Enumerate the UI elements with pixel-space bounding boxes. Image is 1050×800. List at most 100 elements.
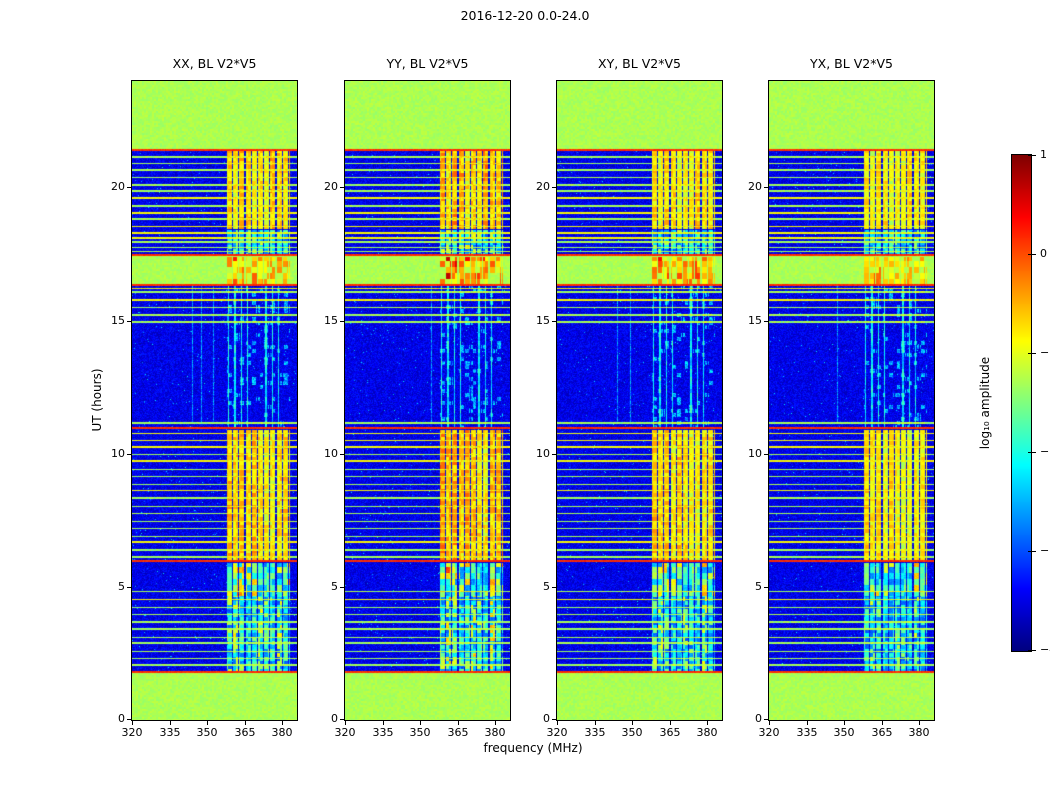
x-tick-label: 365 — [234, 726, 256, 739]
heatmap-yy — [345, 81, 510, 720]
y-tick-label: 10 — [748, 447, 762, 460]
x-tick-label: 350 — [196, 726, 218, 739]
colorbar-label: log₁₀ amplitude — [978, 356, 992, 450]
x-tick-label: 365 — [659, 726, 681, 739]
y-tick-label: 20 — [748, 180, 762, 193]
colorbar-tick — [1028, 353, 1036, 354]
x-tick — [557, 721, 558, 725]
y-tick — [764, 454, 768, 455]
y-tick-label: 5 — [755, 580, 762, 593]
x-tick — [919, 721, 920, 725]
y-tick-label: 0 — [331, 712, 338, 725]
x-tick — [170, 721, 171, 725]
x-tick — [345, 721, 346, 725]
y-tick-label: 20 — [536, 180, 550, 193]
panel-title-yy: YY, BL V2*V5 — [386, 56, 469, 71]
y-tick — [764, 719, 768, 720]
panel-title-yx: YX, BL V2*V5 — [810, 56, 893, 71]
y-tick-label: 15 — [536, 314, 550, 327]
colorbar-tick — [1028, 551, 1036, 552]
colorbar-gradient — [1012, 155, 1031, 651]
x-tick-label: 380 — [908, 726, 930, 739]
y-tick — [127, 454, 131, 455]
heatmap-xx — [132, 81, 297, 720]
y-tick-label: 0 — [543, 712, 550, 725]
y-tick-label: 10 — [111, 447, 125, 460]
y-tick — [764, 321, 768, 322]
x-tick-label: 320 — [758, 726, 780, 739]
x-tick — [670, 721, 671, 725]
x-tick — [495, 721, 496, 725]
colorbar-tick-label: 0 — [1040, 247, 1047, 260]
panel-xx — [131, 80, 298, 721]
panel-title-xx: XX, BL V2*V5 — [172, 56, 257, 71]
colorbar-tick-label: −1 — [1040, 346, 1050, 359]
x-tick-label: 350 — [833, 726, 855, 739]
x-axis-label: frequency (MHz) — [483, 741, 583, 755]
x-tick-label: 365 — [871, 726, 893, 739]
x-tick-label: 320 — [334, 726, 356, 739]
x-tick — [595, 721, 596, 725]
y-tick-label: 5 — [543, 580, 550, 593]
y-tick-label: 20 — [111, 180, 125, 193]
colorbar-tick-label: 1 — [1040, 148, 1047, 161]
x-tick — [707, 721, 708, 725]
y-tick — [340, 321, 344, 322]
heatmap-xy — [557, 81, 722, 720]
y-tick — [340, 587, 344, 588]
y-tick — [764, 187, 768, 188]
x-tick-label: 380 — [484, 726, 506, 739]
y-tick — [552, 187, 556, 188]
panel-yy — [344, 80, 511, 721]
y-tick — [552, 454, 556, 455]
x-tick-label: 350 — [409, 726, 431, 739]
figure-title: 2016-12-20 0.0-24.0 — [460, 8, 590, 23]
x-tick — [282, 721, 283, 725]
y-tick — [340, 454, 344, 455]
colorbar-tick — [1028, 254, 1036, 255]
x-tick — [844, 721, 845, 725]
x-tick-label: 320 — [546, 726, 568, 739]
y-tick — [127, 719, 131, 720]
x-tick-label: 350 — [621, 726, 643, 739]
x-tick-label: 380 — [271, 726, 293, 739]
y-tick-label: 5 — [118, 580, 125, 593]
x-tick — [632, 721, 633, 725]
panel-title-xy: XY, BL V2*V5 — [598, 56, 681, 71]
colorbar-tick-label: −4 — [1040, 643, 1050, 656]
x-tick — [383, 721, 384, 725]
y-tick-label: 15 — [324, 314, 338, 327]
x-tick — [245, 721, 246, 725]
colorbar-tick-label: −3 — [1040, 544, 1050, 557]
x-tick — [132, 721, 133, 725]
y-tick-label: 15 — [111, 314, 125, 327]
x-tick-label: 380 — [696, 726, 718, 739]
y-tick — [340, 719, 344, 720]
colorbar-tick — [1028, 650, 1036, 651]
y-tick-label: 5 — [331, 580, 338, 593]
y-axis-label: UT (hours) — [90, 368, 104, 432]
y-tick — [340, 187, 344, 188]
x-tick-label: 335 — [159, 726, 181, 739]
y-tick — [552, 719, 556, 720]
x-tick — [458, 721, 459, 725]
y-tick-label: 10 — [324, 447, 338, 460]
x-tick — [882, 721, 883, 725]
x-tick — [807, 721, 808, 725]
y-tick — [552, 587, 556, 588]
colorbar-tick-label: −2 — [1040, 445, 1050, 458]
colorbar-tick — [1028, 452, 1036, 453]
y-tick-label: 0 — [755, 712, 762, 725]
x-tick — [207, 721, 208, 725]
y-tick — [764, 587, 768, 588]
y-tick-label: 15 — [748, 314, 762, 327]
y-tick-label: 20 — [324, 180, 338, 193]
y-tick — [127, 321, 131, 322]
colorbar — [1011, 154, 1032, 652]
panel-xy — [556, 80, 723, 721]
x-tick — [420, 721, 421, 725]
x-tick — [769, 721, 770, 725]
y-tick-label: 10 — [536, 447, 550, 460]
x-tick-label: 320 — [121, 726, 143, 739]
